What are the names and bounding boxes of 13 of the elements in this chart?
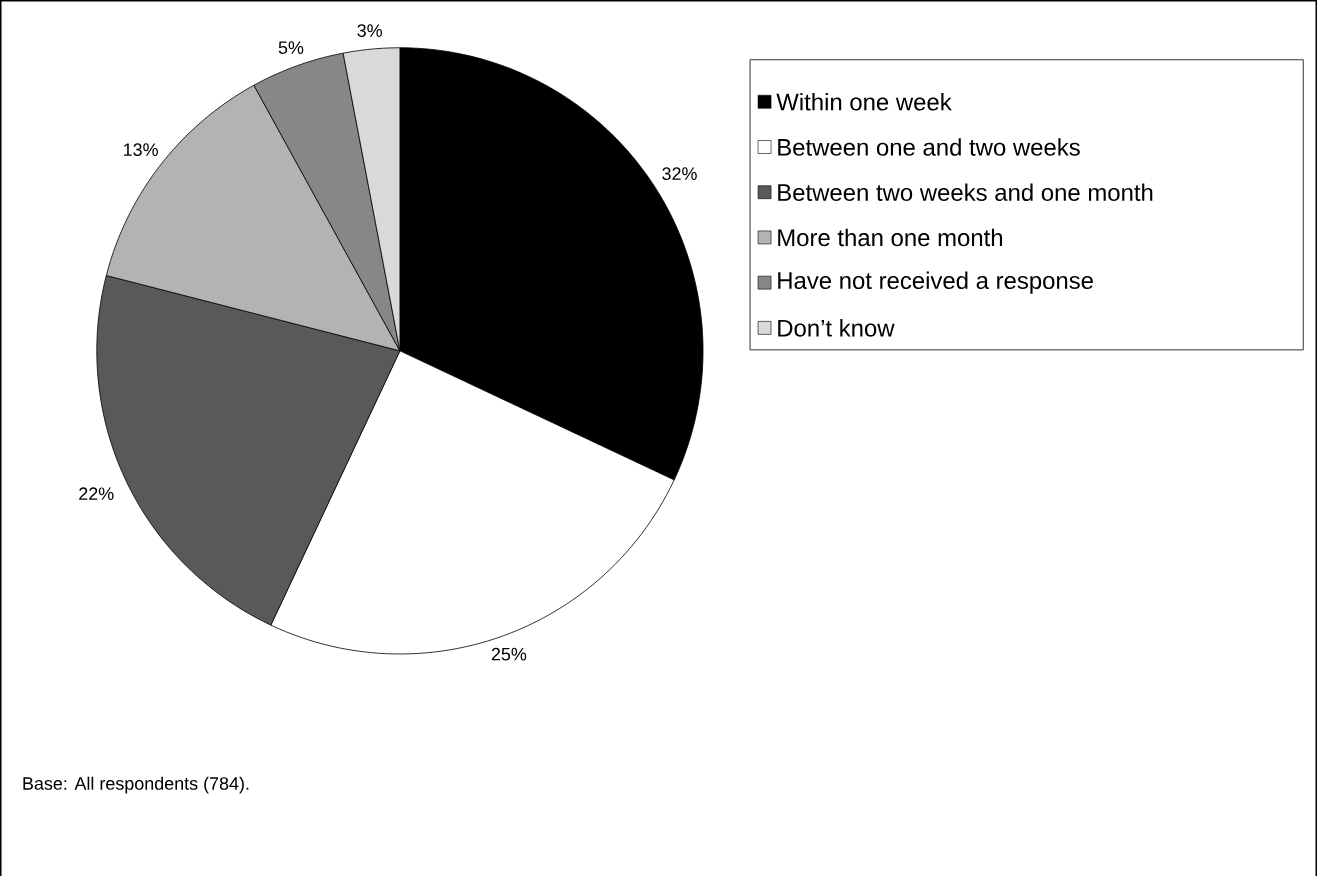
legend-label: Between one and two weeks	[778, 138, 1080, 156]
data-label: 22%	[79, 487, 114, 501]
data-label: 32%	[662, 167, 697, 181]
legend-label: Between two weeks and one month	[778, 183, 1153, 202]
data-label: 5%	[278, 41, 304, 55]
legend-label: Have not received a response	[778, 271, 1093, 294]
data-label: 13%	[124, 143, 158, 157]
data-label: 25%	[491, 647, 527, 661]
legend-label: Don’t know	[778, 319, 895, 337]
data-label: 3%	[357, 24, 382, 38]
text: Base: All respondents (784).	[23, 776, 249, 794]
legend-label: Within one week	[776, 93, 952, 111]
legend-label: More than one month	[778, 228, 1003, 247]
